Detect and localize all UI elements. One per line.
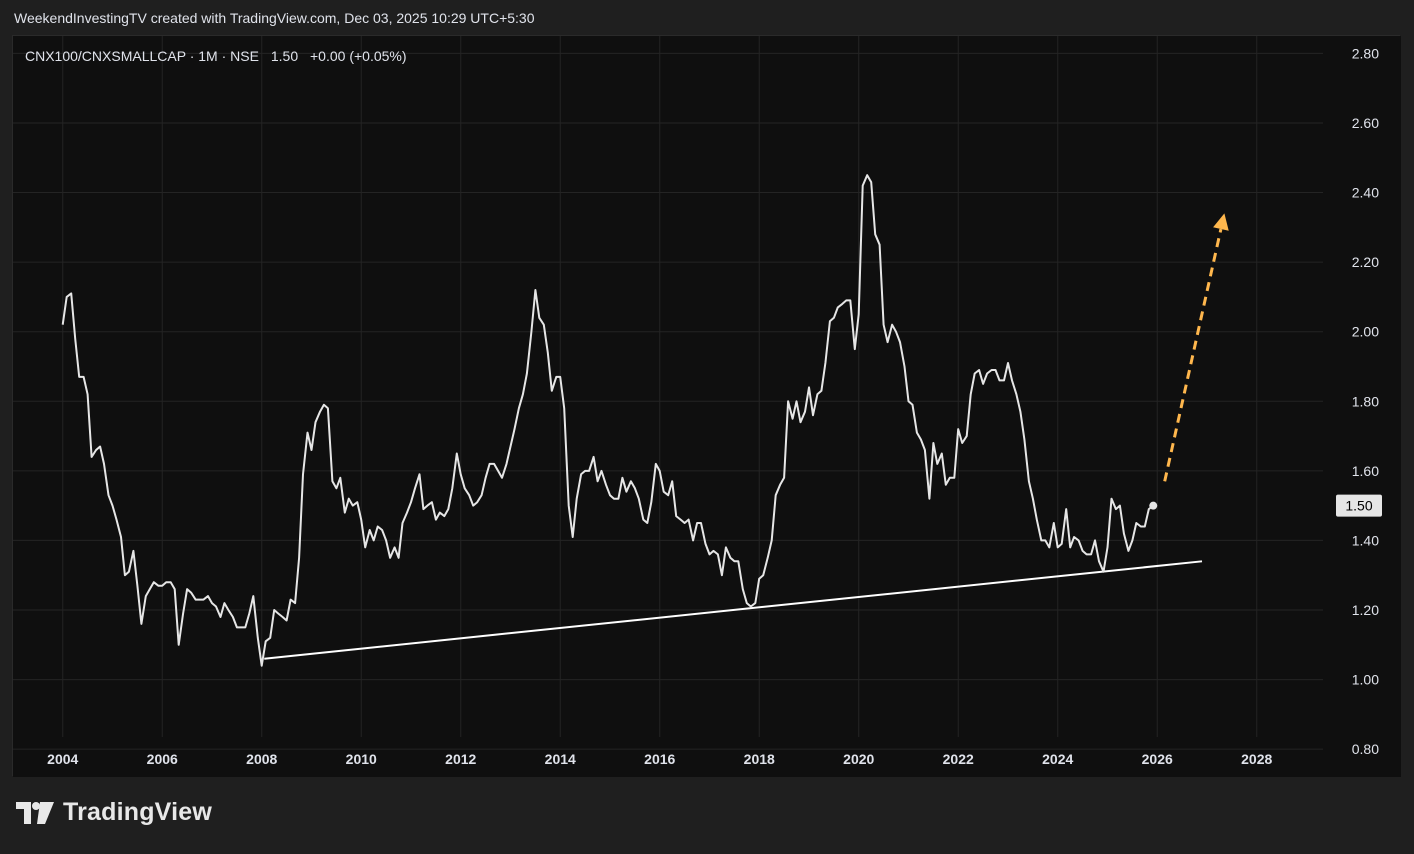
- y-tick-label: 1.20: [1352, 602, 1379, 618]
- y-tick-label: 0.80: [1352, 741, 1379, 757]
- x-tick-label: 2008: [246, 751, 277, 767]
- legend-exchange: NSE: [230, 48, 259, 64]
- series-line-cnx100-cnxsmallcap[interactable]: [61, 174, 1154, 667]
- tradingview-logo-icon: [16, 801, 54, 824]
- x-tick-label: 2028: [1241, 751, 1272, 767]
- x-tick-label: 2020: [843, 751, 874, 767]
- legend-change: +0.00 (+0.05%): [310, 48, 407, 64]
- x-tick-label: 2004: [47, 751, 78, 767]
- chart-legend: CNX100/CNXSMALLCAP · 1M · NSE 1.50 +0.00…: [25, 48, 407, 64]
- x-tick-label: 2012: [445, 751, 476, 767]
- x-tick-label: 2014: [545, 751, 576, 767]
- x-axis-ticks: 2004 2006 2008 2010 2012 2014 2016 2018 2020 2022…: [47, 751, 1272, 767]
- chart-creation-caption: WeekendInvestingTV created with TradingV…: [14, 10, 535, 26]
- grid-lines: [13, 36, 1323, 750]
- legend-value: 1.50: [271, 48, 298, 64]
- last-value-marker: [1149, 501, 1158, 510]
- y-tick-label: 2.60: [1352, 115, 1379, 131]
- price-axis-label: 1.50: [1336, 494, 1382, 517]
- y-tick-label: 2.80: [1352, 45, 1379, 61]
- y-tick-label: 2.40: [1352, 185, 1379, 201]
- y-tick-label: 1.60: [1352, 463, 1379, 479]
- y-tick-label: 1.80: [1352, 393, 1379, 409]
- projection-arrow-head: [1213, 213, 1229, 231]
- chart-panel[interactable]: 0.80 1.00 1.20 1.40 1.60 1.80 2.00 2.20 2.40 2.60…: [12, 35, 1401, 777]
- legend-separator: ·: [222, 48, 231, 64]
- x-tick-label: 2024: [1042, 751, 1073, 767]
- y-tick-label: 1.40: [1352, 532, 1379, 548]
- x-tick-label: 2016: [644, 751, 675, 767]
- x-tick-label: 2022: [943, 751, 974, 767]
- tradingview-brand[interactable]: TradingView: [16, 798, 212, 827]
- x-tick-label: 2018: [744, 751, 775, 767]
- price-axis-label-text: 1.50: [1345, 498, 1372, 514]
- x-tick-label: 2010: [346, 751, 377, 767]
- x-tick-label: 2026: [1142, 751, 1173, 767]
- y-axis-ticks: 0.80 1.00 1.20 1.40 1.60 1.80 2.00 2.20 2.40 2.60…: [1352, 45, 1379, 757]
- line-chart[interactable]: 0.80 1.00 1.20 1.40 1.60 1.80 2.00 2.20 2.40 2.60…: [13, 36, 1401, 777]
- plot-background: [13, 36, 1401, 777]
- x-tick-label: 2006: [147, 751, 178, 767]
- y-tick-label: 1.00: [1352, 672, 1379, 688]
- legend-separator: ·: [190, 48, 199, 64]
- tradingview-wordmark: TradingView: [63, 798, 213, 826]
- projection-arrow-line[interactable]: [1163, 228, 1223, 482]
- legend-interval: 1M: [198, 48, 217, 64]
- y-tick-label: 2.20: [1352, 254, 1379, 270]
- legend-symbol: CNX100/CNXSMALLCAP: [25, 48, 186, 64]
- support-trendline[interactable]: [264, 560, 1203, 660]
- y-tick-label: 2.00: [1352, 324, 1379, 340]
